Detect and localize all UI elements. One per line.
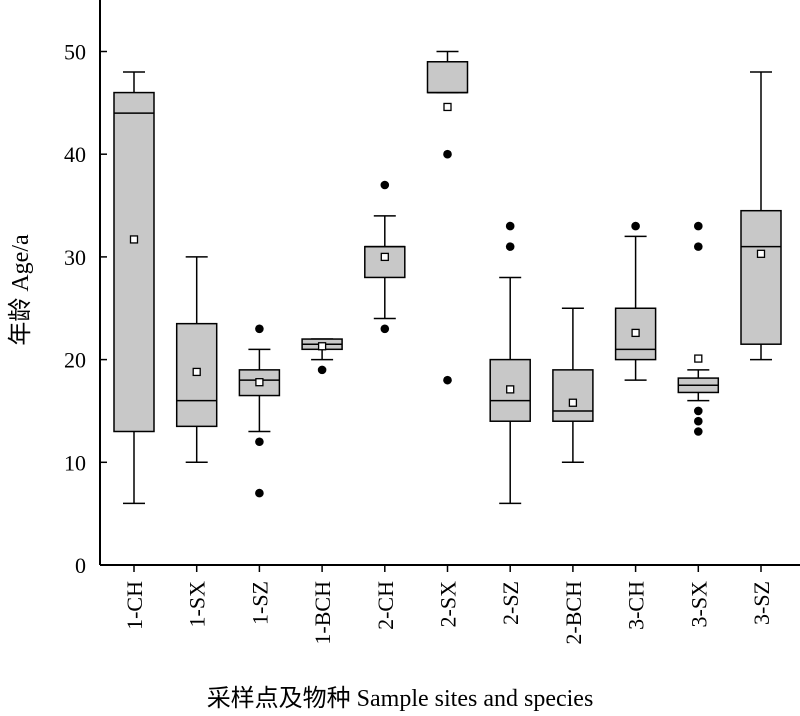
mean-marker [255, 378, 264, 387]
x-tick-label: 1-CH [122, 581, 147, 630]
mean-marker [317, 342, 327, 351]
x-tick-label: 1-BCH [310, 581, 335, 645]
outlier-point [380, 324, 390, 334]
outlier-point [443, 149, 452, 159]
x-tick-label: 2-CH [373, 581, 398, 630]
outlier-point [443, 375, 452, 385]
box-1-ch [113, 71, 155, 505]
y-ticks: 0 10 20 30 40 50 [64, 40, 107, 578]
mean-marker [443, 102, 452, 112]
iqr-box [364, 245, 406, 279]
x-tick-label: 1-SX [185, 581, 210, 628]
y-tick-label: 20 [64, 348, 86, 373]
iqr-box [740, 209, 782, 345]
box-3-sx [677, 221, 720, 436]
x-ticks: 1-CH 1-SX 1-SZ 1-BCH 2-CH 2-SX 2-SZ 2-BCH 3-CH 3-… [122, 565, 774, 645]
box-1-sz [238, 324, 281, 498]
mean-marker [192, 367, 201, 377]
outlier-point [255, 324, 264, 334]
box-2-sx [426, 50, 469, 385]
y-tick-label: 10 [64, 450, 86, 475]
axes [99, 0, 800, 566]
x-tick-label: 3-SX [686, 581, 711, 628]
box-3-sz [740, 71, 782, 361]
iqr-box [552, 369, 594, 422]
x-tick-label: 3-CH [624, 581, 649, 630]
iqr-box [426, 61, 469, 94]
outlier-point [631, 221, 640, 231]
mean-marker [129, 235, 139, 244]
iqr-box [113, 91, 155, 433]
outlier-point [255, 488, 264, 498]
y-tick-label: 30 [64, 245, 86, 270]
box-1-bch [301, 338, 343, 375]
y-tick-label: 50 [64, 40, 86, 65]
outlier-point [380, 180, 390, 190]
box-2-bch [552, 307, 594, 464]
mean-marker [756, 249, 766, 258]
mean-marker [694, 354, 703, 363]
outlier-point [694, 406, 703, 416]
box-2-sz [489, 221, 531, 505]
box-1-sx [175, 256, 218, 464]
x-tick-label: 3-SZ [749, 581, 774, 625]
box-2-ch [364, 180, 406, 334]
outlier-point [505, 221, 515, 231]
outlier-point [694, 427, 703, 436]
mean-marker [568, 398, 578, 407]
y-tick-label: 0 [75, 553, 86, 578]
y-tick-label: 40 [64, 142, 86, 167]
x-axis-title: 采样点及物种 Sample sites and species [207, 685, 594, 712]
x-tick-label: 2-BCH [561, 581, 586, 645]
y-axis-title: 年龄 Age/a [7, 234, 34, 346]
boxes [113, 50, 782, 505]
outlier-point [694, 416, 703, 426]
mean-marker [506, 385, 515, 394]
outlier-point [317, 365, 327, 375]
outlier-point [694, 242, 703, 251]
box-3-ch [614, 221, 657, 381]
x-tick-label: 1-SZ [247, 581, 272, 625]
x-tick-label: 2-SX [436, 581, 461, 628]
mean-marker [380, 252, 389, 262]
x-tick-label: 2-SZ [498, 581, 523, 625]
outlier-point [505, 242, 515, 251]
outlier-point [255, 437, 264, 447]
outlier-point [694, 221, 703, 231]
mean-marker [631, 328, 640, 338]
